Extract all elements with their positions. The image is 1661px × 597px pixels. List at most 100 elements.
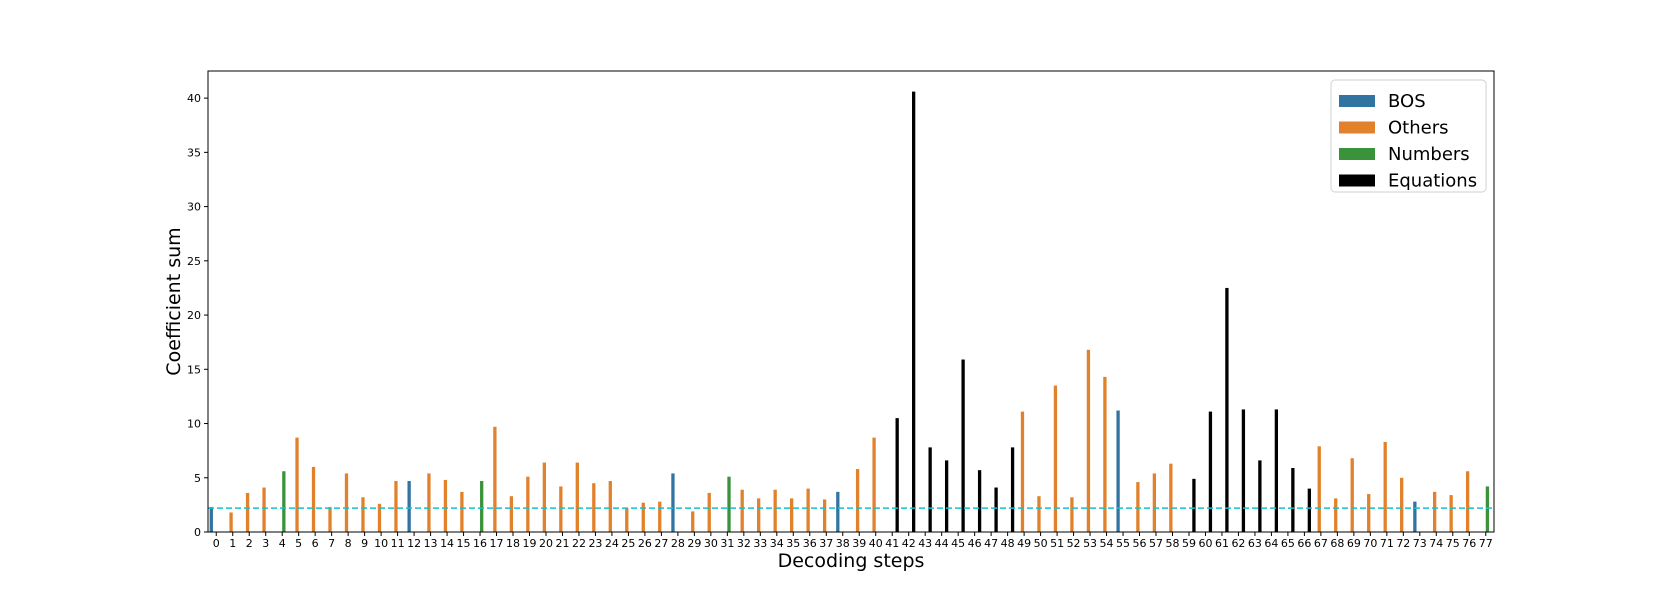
x-tick-label: 62: [1231, 537, 1245, 550]
bar-34: [773, 489, 777, 532]
bar-25: [625, 508, 629, 532]
bar-19: [526, 476, 530, 532]
x-tick-label: 5: [295, 537, 302, 550]
bar-32: [740, 489, 744, 532]
bar-17: [493, 426, 497, 532]
bar-58: [1169, 463, 1173, 532]
x-tick-label: 73: [1413, 537, 1427, 550]
bar-77: [1485, 486, 1490, 532]
bar-43: [928, 447, 932, 532]
bars-group: [209, 91, 1490, 533]
bar-11: [394, 481, 398, 532]
bar-21: [559, 486, 563, 532]
plot-frame: [207, 70, 1495, 533]
x-tick-label: 47: [984, 537, 998, 550]
x-tick-label: 35: [786, 537, 800, 550]
bar-50: [1037, 496, 1041, 532]
x-tick-label: 6: [312, 537, 319, 550]
bar-42: [912, 91, 916, 533]
y-tick-label: 35: [187, 146, 201, 159]
y-axis-label: Coefficient sum: [163, 227, 185, 375]
y-tick-label: 40: [187, 92, 201, 105]
legend-swatch: [1339, 148, 1375, 160]
bar-74: [1433, 491, 1437, 532]
bar-6: [311, 466, 316, 532]
y-tick-label: 15: [187, 363, 201, 376]
bar-14: [443, 479, 448, 532]
x-tick-label: 34: [770, 537, 784, 550]
bar-10: [377, 503, 382, 532]
x-tick-label: 65: [1281, 537, 1295, 550]
x-tick-label: 31: [720, 537, 734, 550]
bar-29: [691, 511, 695, 532]
y-tick-label: 30: [187, 201, 201, 214]
x-tick-label: 68: [1330, 537, 1344, 550]
x-tick-label: 7: [328, 537, 335, 550]
x-tick-label: 46: [968, 537, 982, 550]
bar-37: [822, 499, 827, 532]
bar-16: [480, 481, 484, 532]
x-tick-label: 21: [555, 537, 569, 550]
y-tick-label: 0: [194, 526, 201, 539]
x-tick-label: 51: [1050, 537, 1064, 550]
x-tick-label: 63: [1248, 537, 1262, 550]
bar-54: [1103, 376, 1107, 532]
bar-71: [1383, 441, 1387, 532]
bar-15: [460, 491, 464, 532]
bar-4: [282, 471, 286, 532]
x-tick-label: 36: [803, 537, 817, 550]
y-tick-label: 5: [194, 472, 201, 485]
legend-label: Others: [1388, 118, 1449, 139]
x-tick-label: 10: [374, 537, 388, 550]
x-tick-label: 12: [407, 537, 421, 550]
x-tick-label: 61: [1215, 537, 1229, 550]
bar-73: [1413, 501, 1417, 532]
legend-label: Numbers: [1388, 144, 1470, 165]
bar-20: [542, 462, 546, 532]
x-tick-label: 13: [424, 537, 438, 550]
bar-46: [977, 470, 982, 532]
x-tick-label: 3: [262, 537, 269, 550]
x-tick-label: 42: [902, 537, 916, 550]
x-tick-label: 17: [490, 537, 504, 550]
bar-62: [1241, 409, 1246, 532]
x-tick-label: 64: [1264, 537, 1278, 550]
bar-13: [427, 473, 431, 532]
bar-41: [895, 418, 899, 532]
x-tick-label: 33: [753, 537, 767, 550]
bar-27: [658, 501, 662, 532]
bar-45: [961, 359, 965, 532]
x-tick-label: 25: [621, 537, 635, 550]
legend-swatch: [1339, 174, 1375, 187]
bar-39: [855, 469, 860, 532]
legend: BOS Others Numbers Equations: [1330, 79, 1487, 193]
bar-69: [1350, 458, 1354, 532]
x-tick-label: 71: [1380, 537, 1394, 550]
x-tick-label: 75: [1446, 537, 1460, 550]
x-axis-label: Decoding steps: [778, 550, 925, 572]
bar-24: [608, 481, 612, 532]
x-tick-label: 15: [457, 537, 471, 550]
x-tick-label: 55: [1116, 537, 1130, 550]
x-tick-label: 66: [1297, 537, 1311, 550]
x-tick-label: 1: [229, 537, 236, 550]
x-tick-label: 0: [213, 537, 220, 550]
x-tick-label: 43: [918, 537, 932, 550]
x-tick-label: 69: [1347, 537, 1361, 550]
x-tick-label: 22: [572, 537, 586, 550]
x-tick-label: 74: [1429, 537, 1443, 550]
bar-5: [295, 437, 299, 532]
bar-3: [262, 487, 266, 532]
y-tick-label: 25: [187, 255, 201, 268]
x-tick-label: 9: [361, 537, 368, 550]
bar-60: [1208, 411, 1213, 532]
bar-12: [407, 481, 411, 532]
bar-31: [727, 476, 731, 532]
bar-2: [245, 492, 250, 532]
x-tick-label: 16: [473, 537, 487, 550]
x-tick-label: 26: [638, 537, 652, 550]
x-tick-label: 27: [654, 537, 668, 550]
x-tick-label: 4: [279, 537, 286, 550]
bar-55: [1116, 410, 1120, 532]
bar-44: [944, 460, 949, 532]
